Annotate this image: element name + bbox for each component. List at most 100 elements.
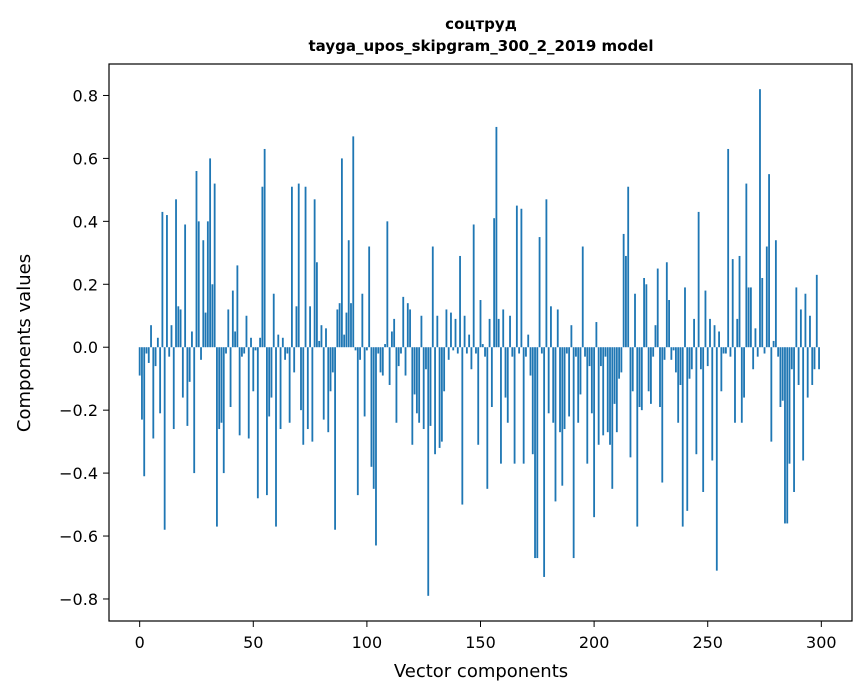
bar-171 [527, 334, 530, 348]
bar-128 [429, 347, 432, 426]
bar-125 [422, 347, 425, 430]
bar-230 [661, 347, 664, 483]
bar-151 [481, 344, 484, 348]
x-axis-ticks: 0 50 100 150 200 250 300 [135, 621, 837, 652]
bar-133 [440, 347, 443, 442]
bar-61 [277, 334, 280, 348]
bar-120 [411, 347, 414, 445]
bar-160 [502, 309, 505, 348]
bar-115 [400, 347, 402, 354]
y-tick-label: −0.8 [59, 590, 98, 609]
bar-251 [709, 318, 711, 348]
bar-59 [272, 293, 275, 348]
x-tick-label: 100 [352, 633, 383, 652]
bar-45 [241, 347, 243, 357]
bar-223 [645, 284, 648, 348]
bar-147 [472, 224, 475, 348]
bar-27 [200, 347, 202, 360]
bar-167 [518, 347, 521, 354]
bar-222 [643, 277, 646, 348]
bar-118 [406, 303, 409, 348]
bar-132 [438, 347, 441, 448]
bar-73 [304, 186, 307, 348]
bar-16 [175, 199, 177, 348]
bar-238 [679, 347, 682, 385]
bar-183 [554, 347, 557, 502]
bar-140 [456, 347, 459, 354]
bar-177 [540, 347, 543, 354]
bar-166 [515, 205, 518, 348]
bar-224 [647, 347, 650, 392]
bar-94 [352, 136, 355, 348]
bar-35 [218, 347, 221, 430]
bar-134 [443, 347, 446, 392]
bar-149 [477, 347, 480, 445]
bar-291 [799, 309, 802, 348]
bar-299 [818, 347, 820, 370]
bar-170 [525, 347, 527, 357]
y-tick-label: 0.8 [73, 86, 98, 105]
bar-288 [793, 347, 795, 492]
bar-202 [597, 347, 600, 445]
bar-280 [774, 240, 777, 348]
bar-239 [681, 347, 684, 527]
bar-289 [795, 287, 798, 348]
x-tick-label: 0 [135, 633, 145, 652]
bar-90 [343, 334, 346, 348]
bar-145 [468, 334, 471, 348]
bar-246 [697, 211, 700, 348]
bar-260 [729, 347, 732, 357]
bar-104 [375, 347, 377, 546]
bar-279 [772, 340, 775, 348]
bar-255 [718, 331, 720, 348]
bar-42 [234, 331, 237, 348]
bar-54 [261, 186, 264, 348]
bar-258 [724, 347, 727, 354]
bar-172 [529, 347, 532, 376]
y-tick-label: 0.4 [73, 212, 98, 231]
bar-261 [731, 259, 734, 348]
bar-295 [809, 315, 811, 348]
bar-282 [779, 347, 782, 408]
bar-244 [693, 318, 695, 348]
bar-197 [586, 347, 589, 464]
bar-212 [620, 347, 623, 373]
bar-98 [361, 293, 364, 348]
bar-106 [379, 347, 382, 373]
bar-63 [281, 337, 284, 348]
bar-92 [347, 240, 350, 348]
bar-29 [204, 312, 207, 348]
bar-75 [309, 306, 311, 348]
bar-142 [461, 347, 464, 505]
bar-60 [275, 347, 277, 527]
bar-6 [152, 347, 155, 439]
bar-108 [384, 344, 386, 348]
bar-71 [300, 347, 302, 411]
y-tick-label: −0.6 [59, 527, 98, 546]
bar-101 [368, 246, 371, 348]
bar-159 [500, 347, 502, 464]
bar-66 [288, 347, 291, 423]
bar-72 [302, 347, 305, 445]
bar-121 [413, 347, 416, 395]
bar-86 [334, 347, 336, 530]
y-tick-label: 0.0 [73, 338, 98, 357]
bar-9 [159, 347, 162, 414]
bar-79 [318, 340, 321, 348]
bar-43 [236, 265, 239, 348]
x-axis-label: Vector components [394, 661, 568, 682]
bar-77 [313, 199, 316, 348]
bar-218 [634, 293, 636, 348]
bar-69 [295, 306, 298, 348]
bar-210 [615, 347, 618, 433]
bar-241 [686, 347, 689, 511]
bar-89 [340, 158, 343, 348]
bar-286 [788, 347, 791, 464]
bar-18 [179, 309, 182, 348]
bar-294 [806, 347, 809, 398]
bar-95 [354, 347, 357, 351]
bar-220 [638, 347, 641, 408]
bar-51 [254, 347, 257, 351]
bar-81 [322, 347, 325, 420]
bar-209 [613, 347, 616, 404]
